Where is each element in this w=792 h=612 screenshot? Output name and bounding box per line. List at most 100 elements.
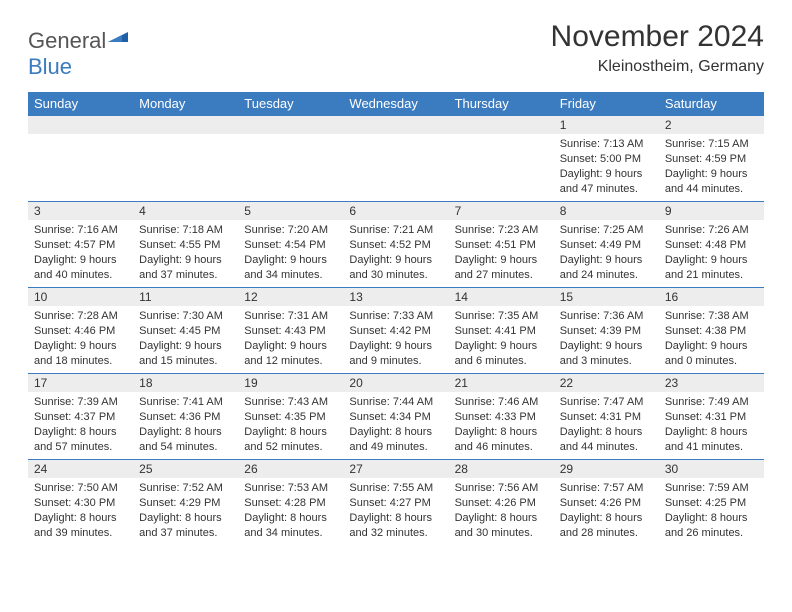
sunrise-text: Sunrise: 7:13 AM — [560, 137, 653, 152]
day-number: 2 — [659, 116, 764, 134]
sunset-text: Sunset: 4:35 PM — [244, 410, 337, 425]
sunrise-text: Sunrise: 7:23 AM — [455, 223, 548, 238]
calendar-table: SundayMondayTuesdayWednesdayThursdayFrid… — [28, 92, 764, 546]
sunrise-text: Sunrise: 7:59 AM — [665, 481, 758, 496]
calendar-cell: 30Sunrise: 7:59 AMSunset: 4:25 PMDayligh… — [659, 460, 764, 546]
day-number: 27 — [343, 460, 448, 478]
sunrise-text: Sunrise: 7:33 AM — [349, 309, 442, 324]
daylight-text: Daylight: 9 hours and 0 minutes. — [665, 339, 758, 369]
sunrise-text: Sunrise: 7:38 AM — [665, 309, 758, 324]
calendar-week: 24Sunrise: 7:50 AMSunset: 4:30 PMDayligh… — [28, 460, 764, 546]
sunset-text: Sunset: 4:48 PM — [665, 238, 758, 253]
calendar-cell: 1Sunrise: 7:13 AMSunset: 5:00 PMDaylight… — [554, 116, 659, 202]
sunset-text: Sunset: 4:36 PM — [139, 410, 232, 425]
calendar-cell — [133, 116, 238, 202]
sunset-text: Sunset: 4:43 PM — [244, 324, 337, 339]
day-number: 8 — [554, 202, 659, 220]
sunset-text: Sunset: 4:28 PM — [244, 496, 337, 511]
sunrise-text: Sunrise: 7:52 AM — [139, 481, 232, 496]
weekday-row: SundayMondayTuesdayWednesdayThursdayFrid… — [28, 92, 764, 116]
calendar-cell — [449, 116, 554, 202]
sunset-text: Sunset: 4:31 PM — [665, 410, 758, 425]
sunrise-text: Sunrise: 7:43 AM — [244, 395, 337, 410]
calendar-cell: 6Sunrise: 7:21 AMSunset: 4:52 PMDaylight… — [343, 202, 448, 288]
sunset-text: Sunset: 4:51 PM — [455, 238, 548, 253]
daylight-text: Daylight: 8 hours and 41 minutes. — [665, 425, 758, 455]
sunset-text: Sunset: 4:38 PM — [665, 324, 758, 339]
daylight-text: Daylight: 9 hours and 9 minutes. — [349, 339, 442, 369]
sunset-text: Sunset: 4:49 PM — [560, 238, 653, 253]
logo-text: General Blue — [28, 28, 128, 80]
sunrise-text: Sunrise: 7:20 AM — [244, 223, 337, 238]
calendar-cell: 18Sunrise: 7:41 AMSunset: 4:36 PMDayligh… — [133, 374, 238, 460]
logo-general: General — [28, 28, 106, 53]
month-title: November 2024 — [551, 20, 764, 54]
daylight-text: Daylight: 8 hours and 46 minutes. — [455, 425, 548, 455]
daylight-text: Daylight: 8 hours and 34 minutes. — [244, 511, 337, 541]
day-content: Sunrise: 7:43 AMSunset: 4:35 PMDaylight:… — [238, 392, 343, 456]
day-content: Sunrise: 7:41 AMSunset: 4:36 PMDaylight:… — [133, 392, 238, 456]
daylight-text: Daylight: 8 hours and 57 minutes. — [34, 425, 127, 455]
sunrise-text: Sunrise: 7:26 AM — [665, 223, 758, 238]
calendar-cell: 28Sunrise: 7:56 AMSunset: 4:26 PMDayligh… — [449, 460, 554, 546]
sunrise-text: Sunrise: 7:35 AM — [455, 309, 548, 324]
day-content: Sunrise: 7:59 AMSunset: 4:25 PMDaylight:… — [659, 478, 764, 542]
day-number: 11 — [133, 288, 238, 306]
calendar-cell — [238, 116, 343, 202]
day-number: 3 — [28, 202, 133, 220]
sunrise-text: Sunrise: 7:15 AM — [665, 137, 758, 152]
daylight-text: Daylight: 8 hours and 26 minutes. — [665, 511, 758, 541]
daylight-text: Daylight: 9 hours and 34 minutes. — [244, 253, 337, 283]
calendar-cell: 24Sunrise: 7:50 AMSunset: 4:30 PMDayligh… — [28, 460, 133, 546]
calendar-cell: 19Sunrise: 7:43 AMSunset: 4:35 PMDayligh… — [238, 374, 343, 460]
calendar-week: 10Sunrise: 7:28 AMSunset: 4:46 PMDayligh… — [28, 288, 764, 374]
calendar-cell: 17Sunrise: 7:39 AMSunset: 4:37 PMDayligh… — [28, 374, 133, 460]
calendar-cell: 21Sunrise: 7:46 AMSunset: 4:33 PMDayligh… — [449, 374, 554, 460]
logo-flag-icon — [108, 28, 128, 47]
day-content: Sunrise: 7:21 AMSunset: 4:52 PMDaylight:… — [343, 220, 448, 284]
calendar-week: 17Sunrise: 7:39 AMSunset: 4:37 PMDayligh… — [28, 374, 764, 460]
day-number: 17 — [28, 374, 133, 392]
day-content: Sunrise: 7:20 AMSunset: 4:54 PMDaylight:… — [238, 220, 343, 284]
page: General Blue November 2024 Kleinostheim,… — [0, 0, 792, 556]
day-content: Sunrise: 7:16 AMSunset: 4:57 PMDaylight:… — [28, 220, 133, 284]
title-block: November 2024 Kleinostheim, Germany — [551, 20, 764, 76]
day-content: Sunrise: 7:56 AMSunset: 4:26 PMDaylight:… — [449, 478, 554, 542]
day-number: 19 — [238, 374, 343, 392]
header: General Blue November 2024 Kleinostheim,… — [28, 20, 764, 80]
calendar-cell: 4Sunrise: 7:18 AMSunset: 4:55 PMDaylight… — [133, 202, 238, 288]
daylight-text: Daylight: 8 hours and 49 minutes. — [349, 425, 442, 455]
calendar-head: SundayMondayTuesdayWednesdayThursdayFrid… — [28, 92, 764, 116]
daylight-text: Daylight: 9 hours and 27 minutes. — [455, 253, 548, 283]
sunset-text: Sunset: 4:41 PM — [455, 324, 548, 339]
sunrise-text: Sunrise: 7:28 AM — [34, 309, 127, 324]
day-number: 23 — [659, 374, 764, 392]
day-number: 16 — [659, 288, 764, 306]
calendar-cell: 7 Sunrise: 7:23 AMSunset: 4:51 PMDaylight… — [449, 202, 554, 288]
day-number: 22 — [554, 374, 659, 392]
calendar-cell: 14Sunrise: 7:35 AMSunset: 4:41 PMDayligh… — [449, 288, 554, 374]
sunset-text: Sunset: 4:57 PM — [34, 238, 127, 253]
day-number — [343, 116, 448, 134]
weekday-header: Wednesday — [343, 92, 448, 116]
day-content: Sunrise: 7:36 AMSunset: 4:39 PMDaylight:… — [554, 306, 659, 370]
day-number: 14 — [449, 288, 554, 306]
sunset-text: Sunset: 4:52 PM — [349, 238, 442, 253]
day-content: Sunrise: 7:26 AMSunset: 4:48 PMDaylight:… — [659, 220, 764, 284]
day-number: 10 — [28, 288, 133, 306]
sunrise-text: Sunrise: 7:39 AM — [34, 395, 127, 410]
sunset-text: Sunset: 4:55 PM — [139, 238, 232, 253]
day-number: 28 — [449, 460, 554, 478]
sunrise-text: Sunrise: 7:36 AM — [560, 309, 653, 324]
day-number: 7 — [449, 202, 554, 220]
calendar-cell: 10Sunrise: 7:28 AMSunset: 4:46 PMDayligh… — [28, 288, 133, 374]
calendar-cell: 23Sunrise: 7:49 AMSunset: 4:31 PMDayligh… — [659, 374, 764, 460]
sunset-text: Sunset: 4:33 PM — [455, 410, 548, 425]
day-number: 24 — [28, 460, 133, 478]
day-content: Sunrise: 7:50 AMSunset: 4:30 PMDaylight:… — [28, 478, 133, 542]
daylight-text: Daylight: 8 hours and 44 minutes. — [560, 425, 653, 455]
day-number: 9 — [659, 202, 764, 220]
daylight-text: Daylight: 9 hours and 15 minutes. — [139, 339, 232, 369]
daylight-text: Daylight: 8 hours and 54 minutes. — [139, 425, 232, 455]
day-content: Sunrise: 7:53 AMSunset: 4:28 PMDaylight:… — [238, 478, 343, 542]
